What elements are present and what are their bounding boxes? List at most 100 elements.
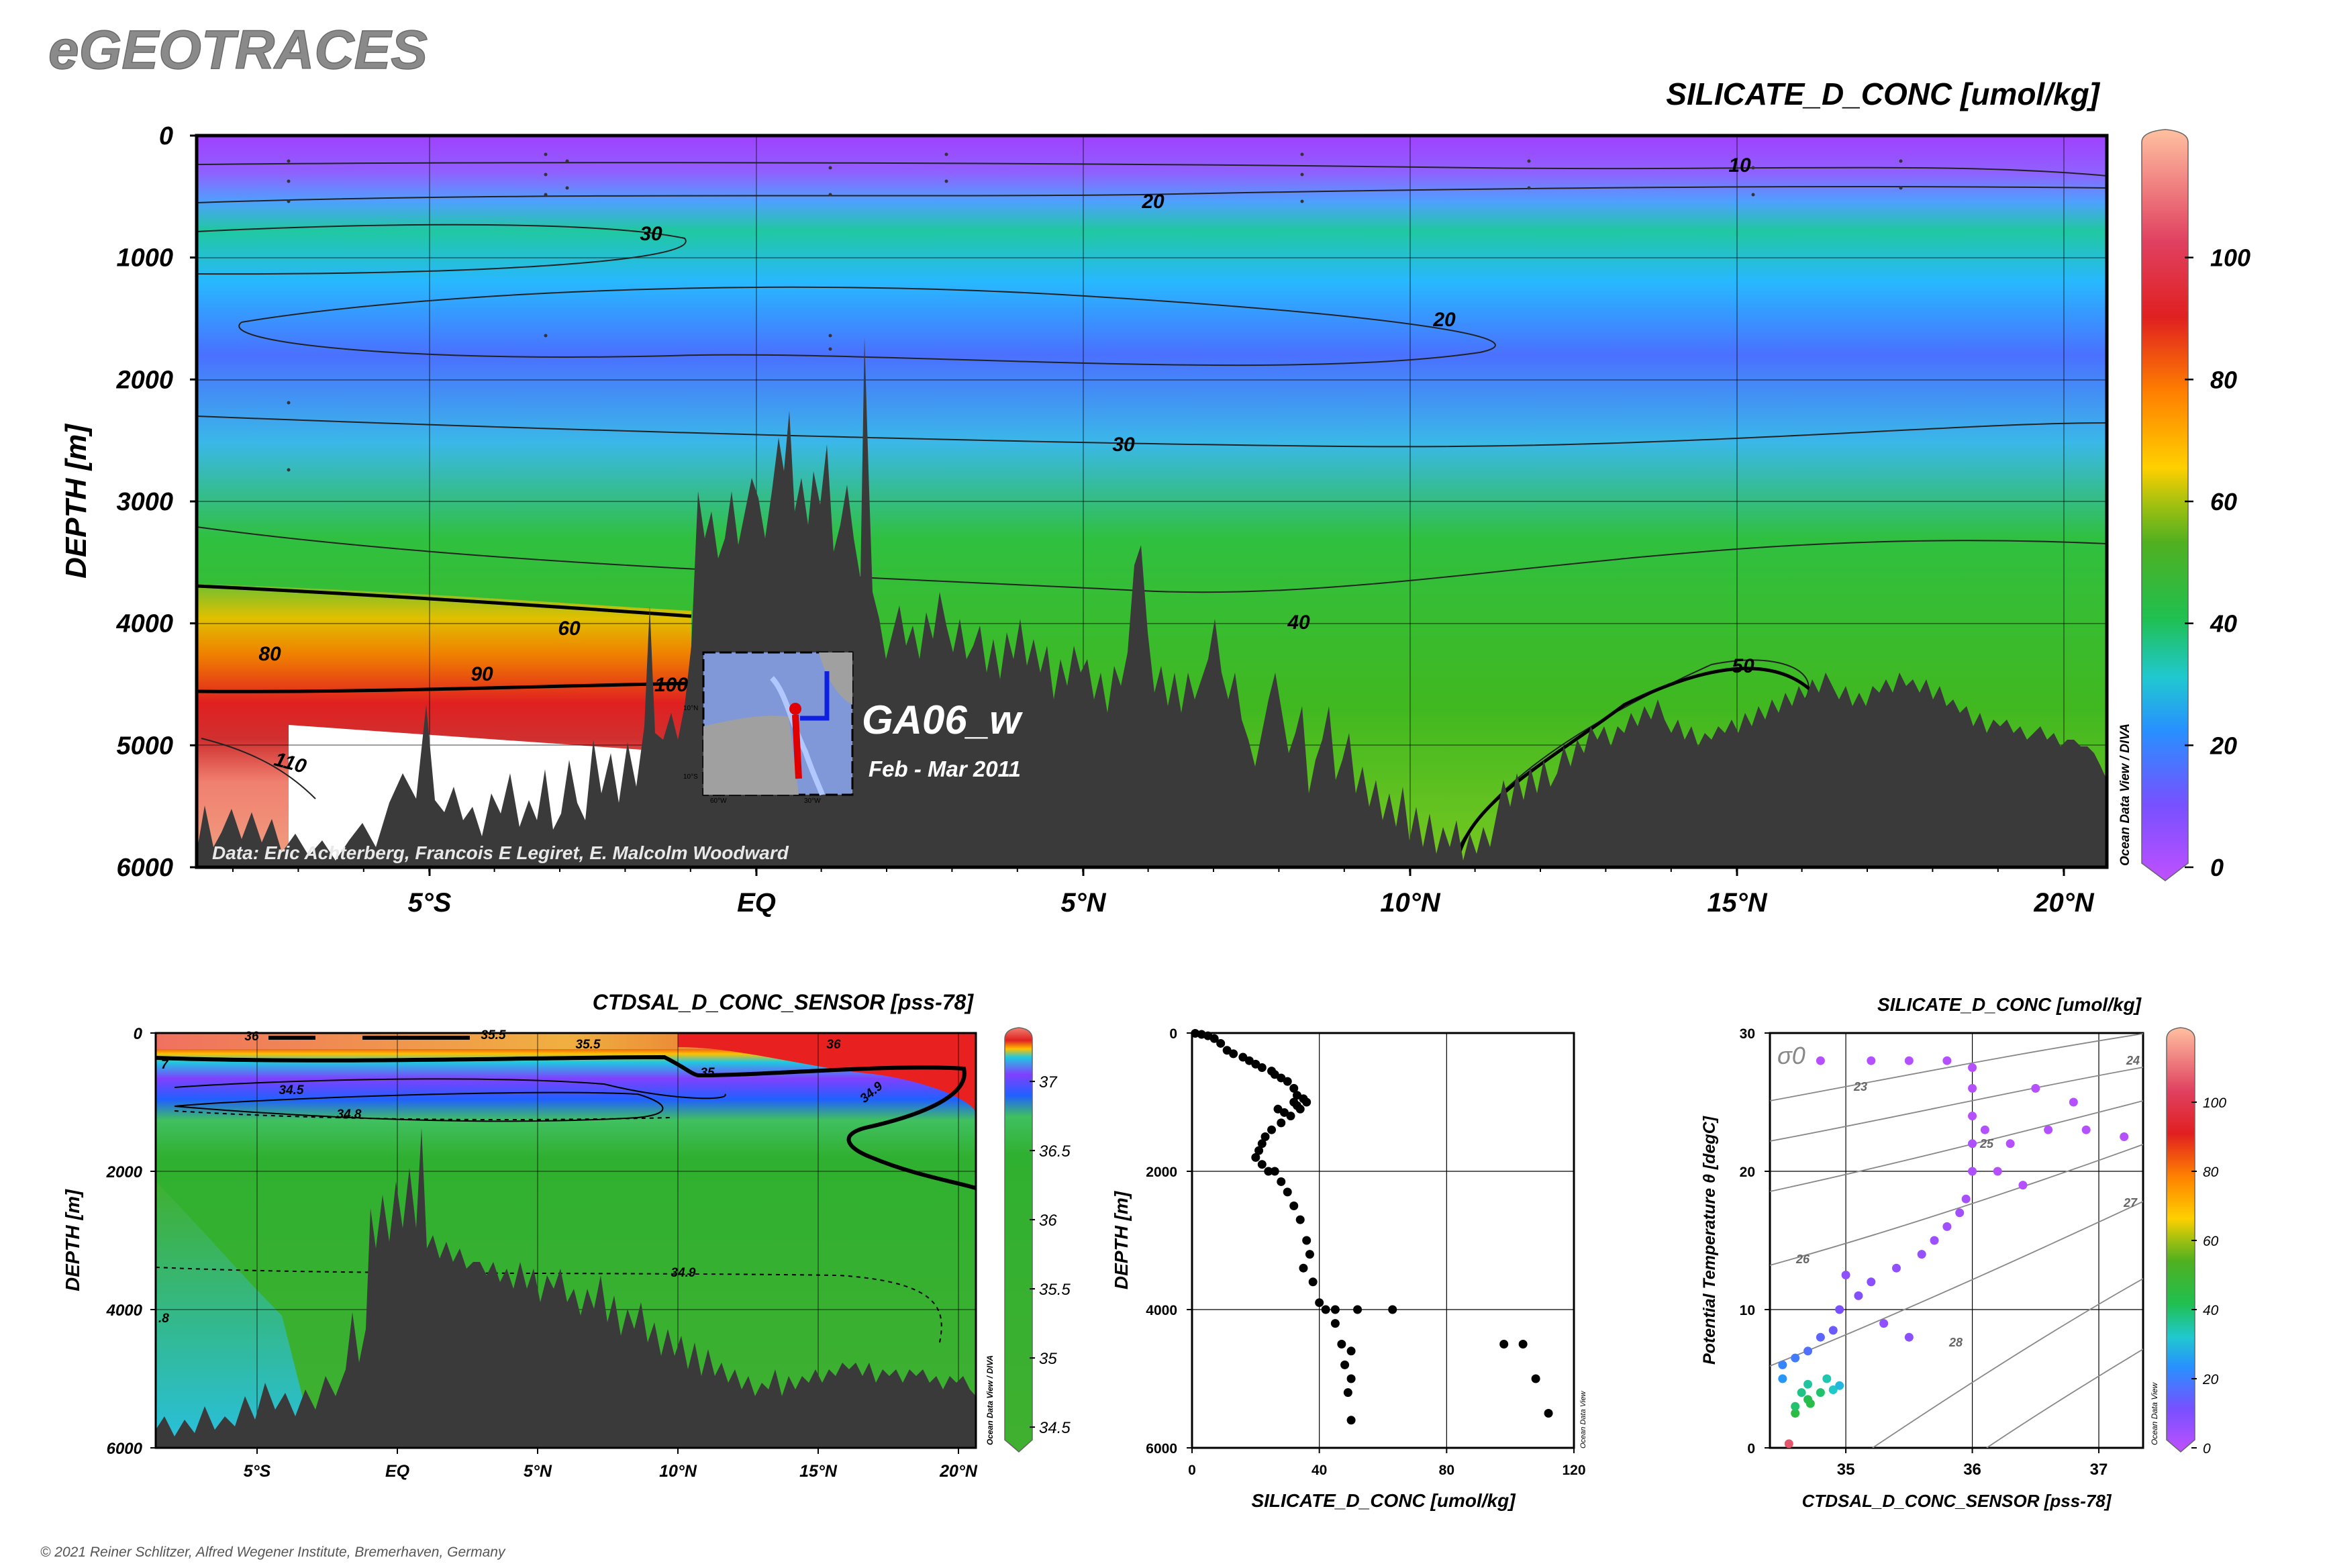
ts-point	[1968, 1083, 1977, 1093]
contour-label: 90	[471, 663, 493, 685]
x-tick-label: 35	[1837, 1461, 1855, 1479]
profile-point	[1315, 1298, 1324, 1308]
profile-point	[1283, 1077, 1292, 1086]
colorbar-tick-label: 40	[2210, 610, 2237, 638]
colorbar-tick-label: 40	[2203, 1303, 2219, 1318]
y-tick-label: 20	[1740, 1165, 1755, 1180]
contour-label: 20	[1141, 191, 1165, 213]
y-tick-label: 1000	[116, 244, 173, 273]
silicate-profile-plot: 0 2000 4000 6000 0 40 80 120 SILICATE_D_CONC […	[1111, 1026, 1587, 1511]
profile-point	[1229, 1049, 1238, 1059]
ts-point	[1828, 1326, 1838, 1335]
profile-point	[1346, 1416, 1356, 1425]
profile-point	[1302, 1236, 1311, 1245]
ts-point	[1993, 1167, 2002, 1176]
ts-point	[1955, 1208, 1965, 1218]
section-name: GA06_w	[862, 697, 1023, 742]
isopycnal-label: 26	[1795, 1253, 1810, 1266]
ts-point	[2081, 1125, 2091, 1134]
profile-point	[1346, 1346, 1356, 1356]
x-tick-label: 15°N	[1707, 888, 1767, 918]
profile-point	[1277, 1177, 1286, 1186]
main-colorbar: 0 20 40 60 80 100 Ocean Data View / DIVA	[2118, 129, 2250, 881]
contour-label: .8	[158, 1312, 169, 1326]
ts-point	[1891, 1263, 1901, 1273]
x-tick-label: EQ	[385, 1462, 410, 1481]
y-tick-label: 0	[159, 122, 173, 150]
y-tick-label: 6000	[116, 854, 173, 882]
profile-point	[1260, 1132, 1270, 1141]
x-tick-label: 36	[1963, 1461, 1981, 1479]
ts-point	[1961, 1194, 1971, 1204]
profile-point	[1305, 1250, 1314, 1259]
ts-point	[2031, 1083, 2040, 1093]
ts-point	[1980, 1125, 1989, 1134]
contour-label: 60	[558, 618, 581, 640]
ts-point	[1968, 1139, 1977, 1148]
ts-point	[1822, 1374, 1832, 1383]
x-tick-label: 20°N	[2033, 888, 2094, 918]
salinity-contour-labels: 36 35.5 35.5 36 35 34.5 34.8 34.9 34.9 7…	[158, 1028, 886, 1326]
profile-point	[1330, 1305, 1340, 1314]
profile-point	[1277, 1118, 1286, 1128]
x-tick-label: 5°N	[1060, 888, 1106, 918]
inset-lon-label: 30°W	[804, 797, 821, 805]
profile-point	[1289, 1202, 1299, 1210]
profile-point	[1277, 1073, 1286, 1083]
contour-label: 35	[700, 1066, 715, 1080]
isopycnal-label: 27	[2123, 1196, 2138, 1210]
ts-point	[1942, 1222, 1952, 1231]
ts-colorbar-credit: Ocean Data View	[2150, 1382, 2159, 1445]
profile-point	[1346, 1374, 1356, 1383]
x-tick-label: 120	[1562, 1463, 1585, 1478]
ts-point	[2044, 1125, 2053, 1134]
colorbar-tick-label: 20	[2210, 732, 2237, 759]
profile-point	[1340, 1360, 1350, 1369]
profile-point	[1267, 1125, 1277, 1134]
profile-point	[1531, 1374, 1540, 1383]
contour-label: 30	[1112, 434, 1135, 456]
inset-lat-label: 10°S	[683, 773, 698, 781]
ts-point	[1797, 1388, 1806, 1398]
ts-point	[1841, 1271, 1850, 1279]
isopycnal-label: 23	[1853, 1080, 1867, 1093]
ts-point	[2120, 1132, 2129, 1141]
profile-point	[1544, 1409, 1553, 1418]
ts-point	[1784, 1439, 1793, 1448]
ts-point	[1942, 1056, 1952, 1065]
profile-point	[1280, 1108, 1289, 1117]
ts-point	[1791, 1353, 1800, 1363]
main-section-plot: 10 20 20 30 30 40 50 60 80 90 100 110 Da…	[60, 122, 2250, 918]
colorbar-tick-label: 100	[2210, 244, 2250, 272]
profile-y-label: DEPTH [m]	[1111, 1190, 1132, 1289]
x-tick-label: 10°N	[1380, 888, 1440, 918]
ts-point	[2006, 1139, 2015, 1148]
profile-point	[1244, 1056, 1254, 1065]
ts-points	[1778, 1056, 2129, 1448]
x-tick-label: EQ	[737, 888, 776, 918]
profile-point	[1257, 1139, 1267, 1148]
contour-label: 30	[640, 223, 662, 245]
main-contour-labels: 10 20 20 30 30 40 50 60 80 90 100 110	[258, 154, 1754, 778]
ts-point	[2069, 1097, 2078, 1107]
ts-point	[1835, 1305, 1844, 1314]
ts-x-label: CTDSAL_D_CONC_SENSOR [pss-78]	[1802, 1491, 2112, 1511]
main-chart-title: SILICATE_D_CONC [umol/kg]	[1666, 77, 2100, 111]
colorbar-tick-label: 36.5	[1039, 1142, 1071, 1161]
salinity-colorbar: 34.5 35 35.5 36 36.5 37 Ocean Data View / DIV…	[985, 1027, 1071, 1453]
x-tick-label: 5°N	[524, 1462, 552, 1481]
salinity-bathymetry	[156, 1128, 976, 1448]
main-y-axis-label: DEPTH [m]	[60, 424, 93, 579]
ts-point	[1879, 1319, 1889, 1328]
salinity-y-label: DEPTH [m]	[62, 1189, 84, 1291]
ts-point	[1968, 1112, 1977, 1121]
ts-point	[1803, 1379, 1813, 1389]
ts-point	[1835, 1381, 1844, 1390]
ts-point	[1816, 1388, 1825, 1398]
colorbar-tick-label: 60	[2210, 488, 2237, 516]
y-tick-label: 4000	[1146, 1303, 1177, 1318]
y-tick-label: 6000	[1146, 1441, 1177, 1457]
isopycnal-label: 25	[1979, 1137, 1994, 1150]
profile-x-label: SILICATE_D_CONC [umol/kg]	[1251, 1490, 1516, 1511]
